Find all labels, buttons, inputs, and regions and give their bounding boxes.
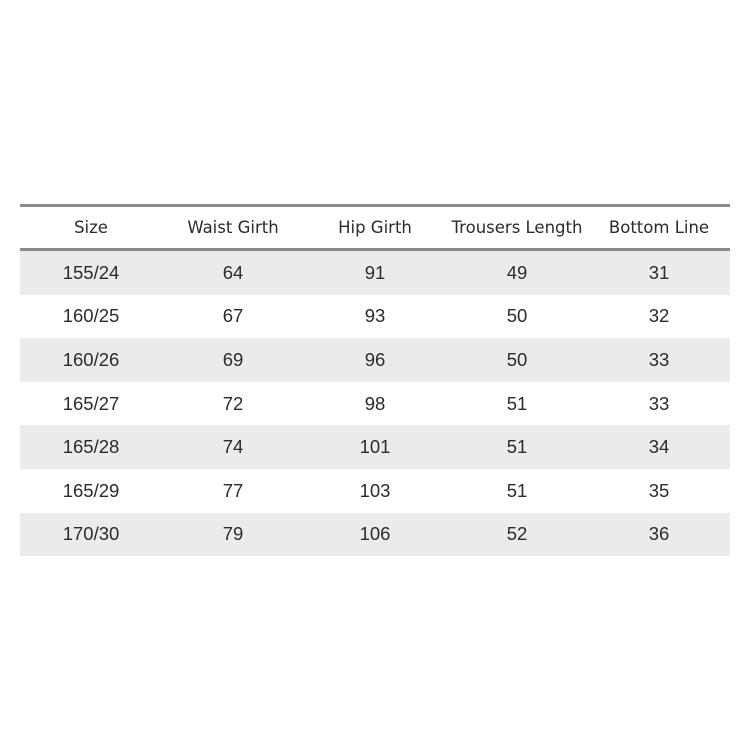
table-cell: 165/27 (62, 392, 120, 414)
table-cell: 72 (222, 392, 244, 414)
table-cell: 103 (359, 479, 391, 501)
column-header: Size (74, 218, 108, 237)
column-header: Hip Girth (338, 218, 412, 237)
table-cell: 165/28 (62, 436, 120, 458)
table-cell: 50 (506, 348, 528, 370)
table-cell: 51 (506, 392, 528, 414)
table-cell: 160/26 (62, 348, 120, 370)
table-cell: 51 (506, 479, 528, 501)
table-cell: 106 (359, 523, 391, 545)
table-row: 170/30 79 106 52 36 (20, 512, 730, 557)
column-header: Bottom Line (608, 218, 710, 237)
table-header: Size Waist Girth Hip Girth Trousers Length B… (20, 207, 730, 251)
table-cell: 155/24 (62, 261, 120, 283)
table-cell: 49 (506, 261, 528, 283)
table-cell: 33 (648, 348, 670, 370)
table-cell: 31 (648, 261, 670, 283)
table-cell: 34 (648, 436, 670, 458)
table-cell: 36 (648, 523, 670, 545)
table-row: 165/29 77 103 51 35 (20, 469, 730, 513)
table-cell: 35 (648, 479, 670, 501)
column-header: Waist Girth (187, 218, 279, 237)
table-cell: 165/29 (62, 479, 120, 501)
table-cell: 74 (222, 436, 244, 458)
table-cell: 93 (364, 305, 386, 327)
table-cell: 32 (648, 305, 670, 327)
table-cell: 101 (359, 436, 391, 458)
table-cell: 51 (506, 436, 528, 458)
table-row: 165/27 72 98 51 33 (20, 382, 730, 426)
table-cell: 50 (506, 305, 528, 327)
table-cell: 160/25 (62, 305, 120, 327)
column-header: Trousers Length (451, 218, 583, 237)
table-row: 160/26 69 96 50 33 (20, 338, 730, 382)
table-row: 160/25 67 93 50 32 (20, 295, 730, 339)
table-cell: 98 (364, 392, 386, 414)
table-cell: 79 (222, 523, 244, 545)
table-cell: 91 (364, 261, 386, 283)
table-row: 155/24 64 91 49 31 (20, 251, 730, 295)
table-cell: 67 (222, 305, 244, 327)
size-chart-table: Size Waist Girth Hip Girth Trousers Length B… (20, 204, 730, 557)
table-row: 165/28 74 101 51 34 (20, 425, 730, 469)
table-cell: 33 (648, 392, 670, 414)
table-cell: 77 (222, 479, 244, 501)
table-cell: 96 (364, 348, 386, 370)
table-cell: 64 (222, 261, 244, 283)
table-cell: 170/30 (62, 523, 120, 545)
table-cell: 69 (222, 348, 244, 370)
table-cell: 52 (506, 523, 528, 545)
